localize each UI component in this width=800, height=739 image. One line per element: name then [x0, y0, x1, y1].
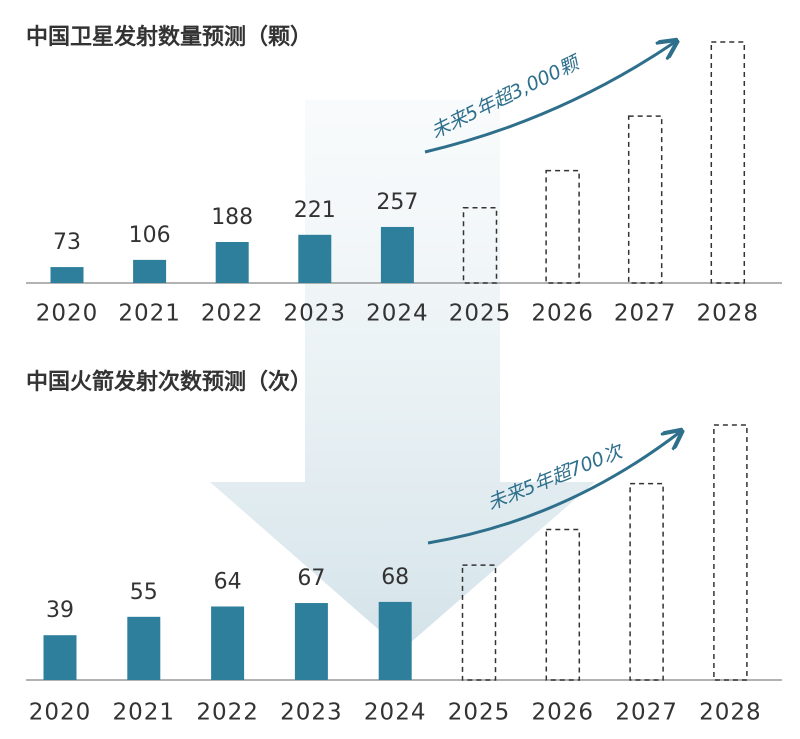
data-label: 64 — [214, 569, 242, 594]
trend-arrow — [427, 432, 680, 545]
trend-arrow — [424, 42, 675, 154]
bar — [50, 267, 84, 283]
x-tick-label: 2025 — [449, 301, 512, 327]
bar — [545, 528, 581, 681]
x-tick-label: 2027 — [615, 700, 678, 726]
x-tick-label: 2028 — [697, 301, 760, 327]
bar — [629, 482, 664, 681]
bar — [627, 115, 663, 284]
x-tick-label: 2022 — [196, 700, 259, 726]
bar — [215, 241, 249, 283]
x-tick-label: 2020 — [29, 700, 92, 726]
chart-title: 中国卫星发射数量预测（颗） — [26, 24, 312, 50]
bar — [461, 564, 497, 681]
bar — [211, 606, 245, 680]
bar — [378, 601, 412, 680]
bar — [127, 616, 161, 680]
data-label: 73 — [53, 230, 81, 255]
bar — [298, 234, 332, 283]
x-tick-label: 2022 — [201, 301, 264, 327]
x-tick-label: 2023 — [280, 700, 343, 726]
data-label: 39 — [46, 598, 74, 623]
data-label: 188 — [211, 205, 253, 230]
data-label: 55 — [130, 580, 158, 605]
x-tick-label: 2020 — [36, 301, 99, 327]
chart-title: 中国火箭发射次数预测（次） — [26, 369, 312, 395]
data-label: 221 — [294, 198, 336, 223]
data-label: 106 — [129, 223, 171, 248]
x-tick-label: 2028 — [699, 700, 762, 726]
bar — [133, 259, 167, 283]
x-tick-label: 2025 — [448, 700, 511, 726]
x-tick-label: 2027 — [614, 301, 677, 327]
x-tick-label: 2026 — [531, 301, 594, 327]
bar — [710, 41, 746, 284]
x-tick-label: 2024 — [366, 301, 429, 327]
data-label: 257 — [376, 190, 418, 215]
bar — [713, 424, 748, 681]
x-tick-label: 2026 — [532, 700, 595, 726]
x-tick-label: 2023 — [284, 301, 347, 327]
bar — [380, 226, 414, 283]
bar — [43, 635, 77, 680]
x-tick-label: 2021 — [118, 301, 181, 327]
x-tick-label: 2024 — [364, 700, 427, 726]
bar — [294, 603, 328, 680]
data-label: 67 — [297, 566, 325, 591]
bar — [545, 169, 580, 284]
x-tick-label: 2021 — [113, 700, 176, 726]
data-label: 68 — [381, 565, 409, 590]
